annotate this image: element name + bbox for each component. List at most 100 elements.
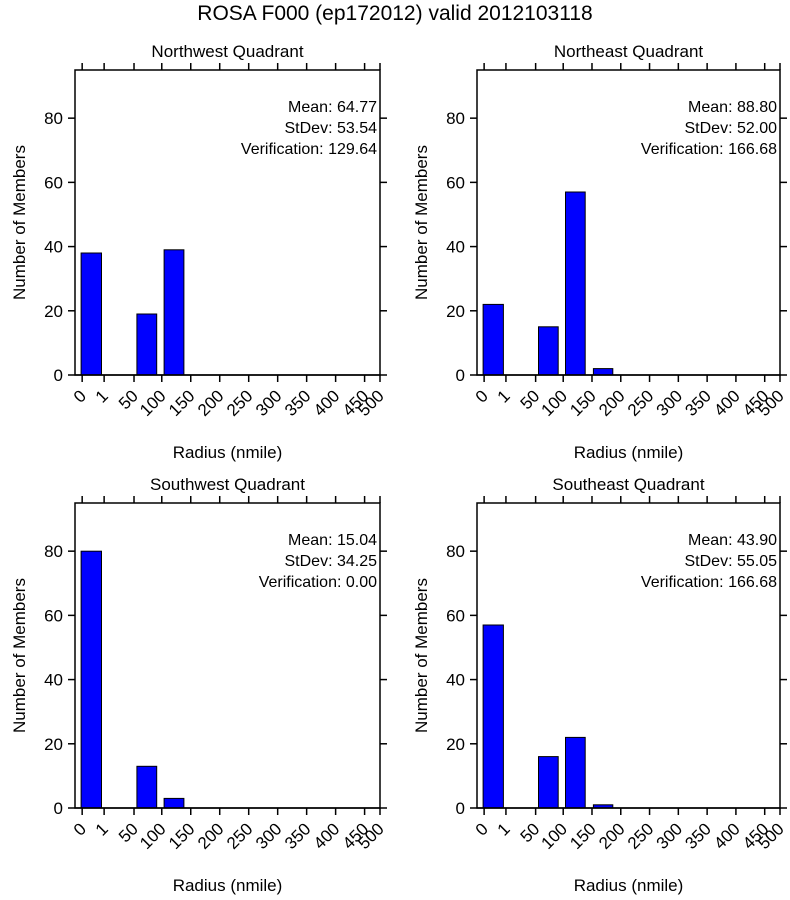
x-axis-label: Radius (nmile) <box>574 443 684 462</box>
y-axis-label: Number of Members <box>412 578 431 733</box>
y-axis-label: Number of Members <box>412 145 431 300</box>
y-tick-label: 20 <box>446 302 465 321</box>
y-tick-label: 40 <box>44 671 63 690</box>
x-tick-label: 400 <box>710 386 743 419</box>
x-tick-label: 100 <box>136 386 169 419</box>
stats-text: Verification: 0.00 <box>259 574 377 591</box>
histogram-bar <box>80 550 102 809</box>
x-tick-label: 1 <box>92 386 112 406</box>
y-tick-label: 60 <box>44 173 63 192</box>
x-tick-label: 350 <box>281 386 314 419</box>
y-tick-label: 40 <box>44 238 63 257</box>
x-tick-label: 350 <box>281 819 314 852</box>
y-tick-label: 40 <box>446 238 465 257</box>
histogram-bar <box>482 303 504 376</box>
panel-title: Northeast Quadrant <box>554 42 704 61</box>
x-tick-label: 150 <box>165 386 198 419</box>
x-tick-label: 200 <box>194 819 227 852</box>
x-tick-label: 400 <box>310 386 343 419</box>
stats-text: StDev: 55.05 <box>685 553 778 570</box>
y-tick-label: 20 <box>446 735 465 754</box>
stats-text: Mean: 64.77 <box>288 99 377 116</box>
x-tick-label: 1 <box>494 819 514 839</box>
x-tick-label: 400 <box>310 819 343 852</box>
y-tick-label: 80 <box>44 542 63 561</box>
x-axis-label: Radius (nmile) <box>574 876 684 895</box>
x-tick-label: 1 <box>92 819 112 839</box>
x-tick-label: 1 <box>494 386 514 406</box>
x-tick-label: 150 <box>566 386 599 419</box>
x-tick-label: 300 <box>653 819 686 852</box>
histogram-bar <box>592 368 614 376</box>
x-tick-label: 200 <box>595 819 628 852</box>
panel-title: Southeast Quadrant <box>552 475 704 494</box>
x-tick-label: 0 <box>472 386 492 406</box>
x-tick-label: 150 <box>165 819 198 852</box>
histogram-bar <box>565 736 586 809</box>
figure-title: ROSA F000 (ep172012) valid 2012103118 <box>197 2 593 25</box>
y-tick-label: 40 <box>446 671 465 690</box>
x-tick-label: 100 <box>136 819 169 852</box>
histogram-bar <box>136 313 158 376</box>
panel-title: Northwest Quadrant <box>151 42 303 61</box>
x-tick-label: 400 <box>710 819 743 852</box>
y-axis-label: Number of Members <box>10 145 29 300</box>
x-tick-label: 300 <box>653 386 686 419</box>
x-tick-label: 150 <box>566 819 599 852</box>
histogram-bar <box>163 249 185 376</box>
stats-text: StDev: 52.00 <box>685 120 778 137</box>
stats-text: StDev: 34.25 <box>285 553 378 570</box>
x-tick-label: 0 <box>70 386 90 406</box>
y-tick-label: 60 <box>44 606 63 625</box>
y-tick-label: 80 <box>44 109 63 128</box>
x-tick-label: 200 <box>194 386 227 419</box>
x-tick-label: 100 <box>538 386 571 419</box>
y-tick-label: 80 <box>446 109 465 128</box>
y-tick-label: 0 <box>456 366 465 385</box>
plot-frame <box>74 69 381 376</box>
stats-text: Verification: 129.64 <box>241 141 377 158</box>
y-tick-label: 20 <box>44 735 63 754</box>
y-tick-label: 0 <box>54 799 63 818</box>
x-tick-label: 0 <box>70 819 90 839</box>
y-tick-label: 80 <box>446 542 465 561</box>
x-tick-label: 300 <box>252 819 285 852</box>
stats-text: Verification: 166.68 <box>641 574 777 591</box>
histogram-bar <box>538 756 559 809</box>
x-axis-label: Radius (nmile) <box>173 876 283 895</box>
histogram-bar <box>482 624 504 809</box>
x-tick-label: 250 <box>624 819 657 852</box>
x-tick-label: 300 <box>252 386 285 419</box>
y-tick-label: 20 <box>44 302 63 321</box>
y-tick-label: 0 <box>456 799 465 818</box>
y-tick-label: 0 <box>54 366 63 385</box>
plot-frame <box>476 69 781 376</box>
x-tick-label: 250 <box>624 386 657 419</box>
x-axis-label: Radius (nmile) <box>173 443 283 462</box>
plot-frame <box>476 502 781 809</box>
plot-frame <box>74 502 381 809</box>
histogram-bar <box>136 765 158 809</box>
stats-text: Mean: 15.04 <box>288 532 377 549</box>
y-tick-label: 60 <box>446 606 465 625</box>
histogram-bar <box>80 252 102 376</box>
x-tick-label: 200 <box>595 386 628 419</box>
stats-text: Mean: 88.80 <box>688 99 777 116</box>
x-tick-label: 250 <box>223 819 256 852</box>
x-tick-label: 0 <box>472 819 492 839</box>
x-tick-label: 350 <box>681 386 714 419</box>
panel-title: Southwest Quadrant <box>150 475 305 494</box>
stats-text: Verification: 166.68 <box>641 141 777 158</box>
y-axis-label: Number of Members <box>10 578 29 733</box>
y-tick-label: 60 <box>446 173 465 192</box>
x-tick-label: 250 <box>223 386 256 419</box>
x-tick-label: 100 <box>538 819 571 852</box>
stats-text: StDev: 53.54 <box>285 120 378 137</box>
x-tick-label: 350 <box>681 819 714 852</box>
histogram-bar <box>565 191 586 376</box>
